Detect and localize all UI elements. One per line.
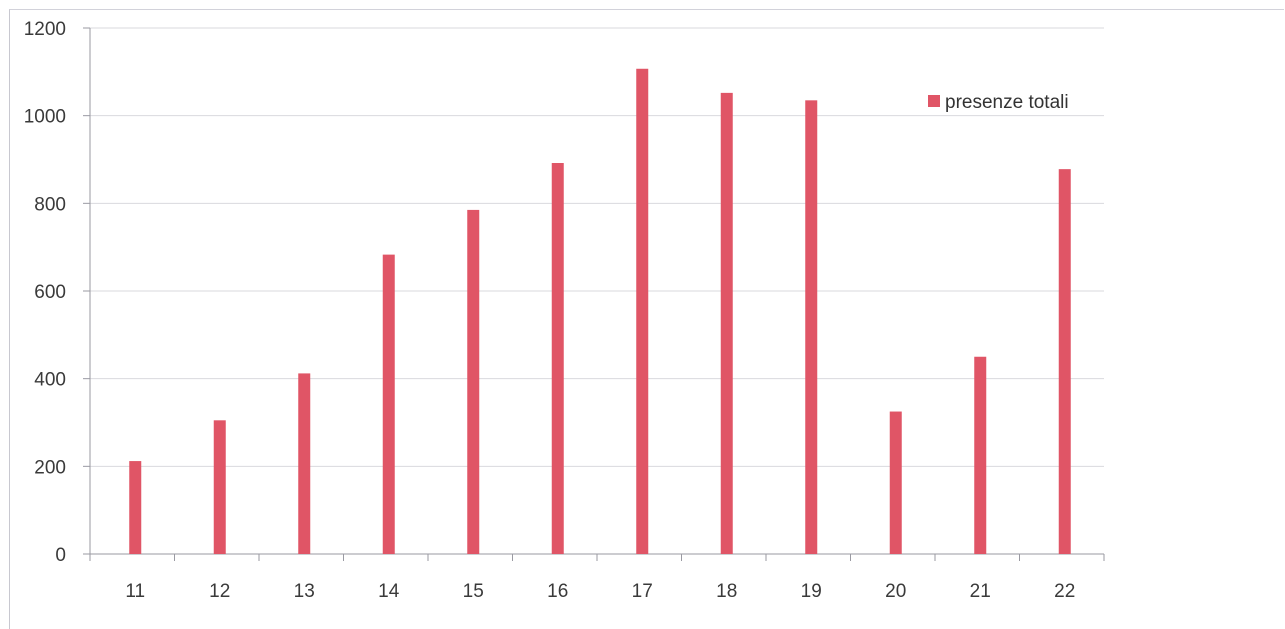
x-tick-label: 11 (125, 581, 145, 602)
x-tick-label: 22 (1054, 581, 1075, 602)
gridlines (90, 27, 1104, 467)
y-tick-label: 400 (34, 370, 66, 391)
bar-21 (974, 356, 987, 554)
x-tick-label: 12 (209, 581, 230, 602)
bar-22 (1058, 169, 1071, 555)
legend: presenze totali (928, 92, 1069, 113)
y-tick-labels: 0 200 400 600 800 1000 1200 (24, 19, 66, 566)
legend-label: presenze totali (945, 92, 1069, 113)
x-tick-labels: 11 12 13 14 15 16 17 18 19 20 21 22 (125, 581, 1075, 602)
x-tick-label: 14 (378, 581, 400, 602)
bar-19 (805, 100, 818, 554)
bar-17 (636, 68, 649, 554)
bar-chart: 0 200 400 600 800 1000 1200 11 12 13 14 15 16 17 18 19… (24, 19, 1105, 602)
bar-15 (467, 209, 480, 555)
x-tick-label: 19 (801, 581, 822, 602)
bar-12 (213, 420, 226, 554)
y-tick-label: 1200 (24, 19, 66, 40)
x-tick-label: 16 (547, 581, 568, 602)
y-tick-label: 600 (34, 282, 66, 303)
bar-13 (298, 373, 311, 554)
axes (83, 27, 1105, 561)
x-tick-label: 20 (885, 581, 906, 602)
bar-11 (129, 461, 142, 554)
bar-16 (551, 163, 564, 555)
x-tick-label: 21 (970, 581, 991, 602)
bars (129, 68, 1071, 555)
y-tick-label: 0 (55, 545, 66, 566)
bar-20 (889, 411, 902, 554)
y-tick-label: 200 (34, 457, 66, 478)
x-tick-label: 17 (632, 581, 653, 602)
legend-swatch (928, 95, 940, 107)
y-tick-label: 1000 (24, 107, 66, 128)
chart-frame (9, 9, 1284, 629)
x-tick-label: 15 (463, 581, 484, 602)
x-tick-label: 13 (294, 581, 315, 602)
bar-14 (382, 254, 395, 554)
x-tick-label: 18 (716, 581, 737, 602)
bar-18 (720, 92, 733, 554)
y-tick-label: 800 (34, 194, 66, 215)
